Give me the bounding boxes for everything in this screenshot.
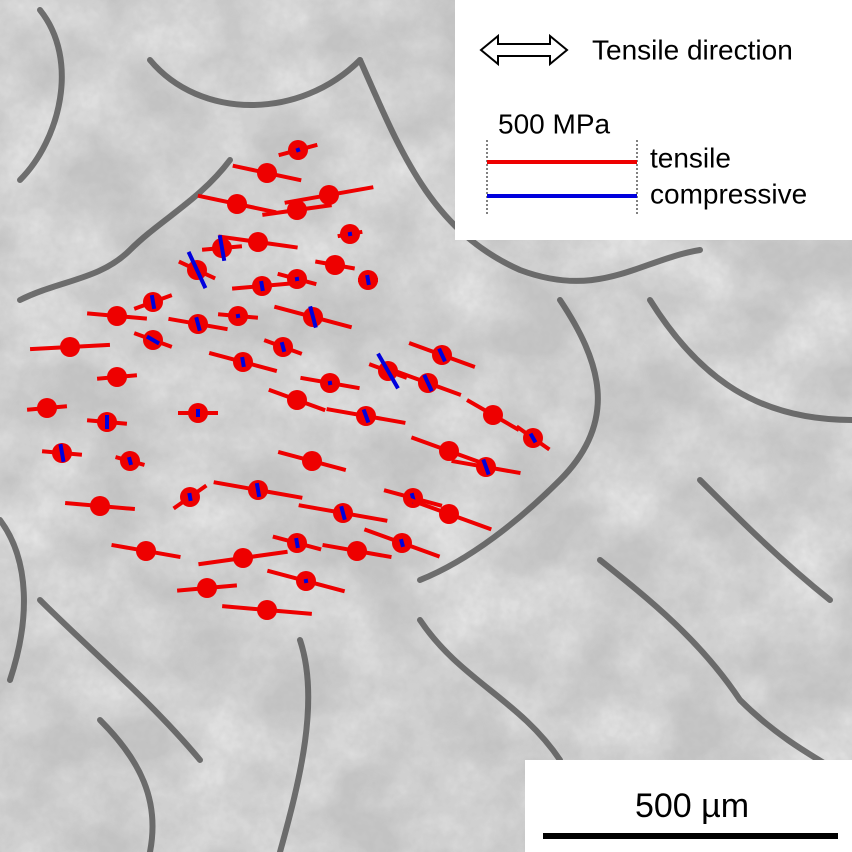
glyph-dot xyxy=(60,337,80,357)
compressive-bar xyxy=(242,357,244,367)
glyph-dot xyxy=(107,306,127,326)
compressive-bar xyxy=(297,277,298,281)
compressive-bar xyxy=(330,381,331,385)
glyph-dot xyxy=(483,405,503,425)
glyph-dot xyxy=(233,548,253,568)
glyph-dot xyxy=(287,390,307,410)
compressive-bar xyxy=(238,314,239,318)
glyph-dot xyxy=(248,232,268,252)
legend: Tensile direction 500 MPa tensile compre… xyxy=(455,0,852,240)
scale-bar: 500 µm xyxy=(525,760,852,852)
figure: Tensile direction 500 MPa tensile compre… xyxy=(0,0,852,852)
glyph-dot xyxy=(257,600,277,620)
glyph-dot xyxy=(227,194,247,214)
glyph-dot xyxy=(136,541,156,561)
direction-label: Tensile direction xyxy=(592,34,793,65)
compressive-label: compressive xyxy=(650,178,807,209)
scale-bar-label: 500 µm xyxy=(635,787,749,825)
glyph-dot xyxy=(257,163,277,183)
compressive-bar xyxy=(296,538,298,548)
tensile-label: tensile xyxy=(650,142,731,173)
glyph-dot xyxy=(37,398,57,418)
glyph-dot xyxy=(107,367,127,387)
glyph-dot xyxy=(197,578,217,598)
glyph-dot xyxy=(439,504,459,524)
compressive-bar xyxy=(297,148,298,152)
compressive-bar xyxy=(189,493,190,501)
compressive-bar xyxy=(261,281,263,291)
glyph-dot xyxy=(325,255,345,275)
glyph-dot xyxy=(319,185,339,205)
scale-label: 500 MPa xyxy=(498,108,610,139)
glyph-dot xyxy=(90,496,110,516)
compressive-bar xyxy=(306,579,307,583)
compressive-bar xyxy=(350,232,351,236)
compressive-bar xyxy=(257,483,259,497)
compressive-bar xyxy=(152,295,154,309)
compressive-bar xyxy=(129,457,131,465)
compressive-bar xyxy=(367,275,369,285)
compressive-bar xyxy=(401,539,403,547)
glyph-dot xyxy=(439,441,459,461)
glyph-dot xyxy=(347,541,367,561)
glyph-dot xyxy=(302,451,322,471)
compressive-bar xyxy=(282,342,285,352)
